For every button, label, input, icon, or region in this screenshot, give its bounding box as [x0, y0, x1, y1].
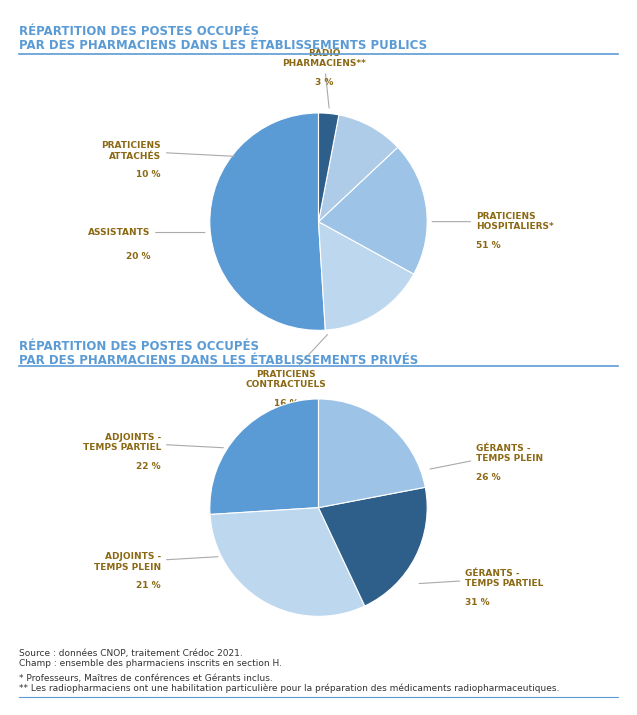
Text: ** Les radiopharmaciens ont une habilitation particulière pour la préparation de: ** Les radiopharmaciens ont une habilita…: [19, 684, 559, 693]
Wedge shape: [210, 508, 365, 616]
Text: 51 %: 51 %: [476, 241, 501, 250]
Text: * Professeurs, Maîtres de conférences et Gérants inclus.: * Professeurs, Maîtres de conférences et…: [19, 674, 273, 683]
Wedge shape: [210, 399, 318, 515]
Text: 22 %: 22 %: [136, 462, 161, 471]
Wedge shape: [318, 488, 427, 606]
Text: 31 %: 31 %: [465, 598, 490, 607]
Wedge shape: [318, 222, 414, 330]
Wedge shape: [210, 113, 326, 330]
Wedge shape: [318, 115, 397, 222]
Wedge shape: [318, 147, 427, 274]
Text: 20 %: 20 %: [125, 252, 150, 261]
Text: ASSISTANTS: ASSISTANTS: [88, 228, 205, 237]
Text: GÉRANTS -
TEMPS PLEIN: GÉRANTS - TEMPS PLEIN: [430, 443, 543, 469]
Text: RÉPARTITION DES POSTES OCCUPÉS: RÉPARTITION DES POSTES OCCUPÉS: [19, 25, 259, 38]
Text: 26 %: 26 %: [476, 473, 501, 482]
Text: PAR DES PHARMACIENS DANS LES ÉTABLISSEMENTS PRIVÉS: PAR DES PHARMACIENS DANS LES ÉTABLISSEME…: [19, 354, 419, 367]
Text: PAR DES PHARMACIENS DANS LES ÉTABLISSEMENTS PUBLICS: PAR DES PHARMACIENS DANS LES ÉTABLISSEME…: [19, 39, 427, 52]
Wedge shape: [318, 113, 339, 222]
Text: 16 %: 16 %: [273, 399, 298, 408]
Text: RÉPARTITION DES POSTES OCCUPÉS: RÉPARTITION DES POSTES OCCUPÉS: [19, 340, 259, 352]
Text: Source : données CNOP, traitement Crédoc 2021.: Source : données CNOP, traitement Crédoc…: [19, 649, 243, 659]
Text: PRATICIENS
CONTRACTUELS: PRATICIENS CONTRACTUELS: [245, 335, 327, 389]
Text: Champ : ensemble des pharmaciens inscrits en section H.: Champ : ensemble des pharmaciens inscrit…: [19, 659, 282, 669]
Text: 3 %: 3 %: [315, 78, 333, 87]
Wedge shape: [318, 399, 426, 508]
Text: 10 %: 10 %: [136, 170, 161, 179]
Text: PRATICIENS
ATTACHÉS: PRATICIENS ATTACHÉS: [101, 142, 234, 161]
Text: GÉRANTS -
TEMPS PARTIEL: GÉRANTS - TEMPS PARTIEL: [419, 568, 543, 588]
Text: ADJOINTS -
TEMPS PARTIEL: ADJOINTS - TEMPS PARTIEL: [83, 433, 224, 452]
Text: PRATICIENS
HOSPITALIERS*: PRATICIENS HOSPITALIERS*: [432, 212, 554, 232]
Text: 21 %: 21 %: [136, 581, 161, 591]
Text: ADJOINTS -
TEMPS PLEIN: ADJOINTS - TEMPS PLEIN: [94, 552, 218, 572]
Text: RADIO
PHARMACIENS**: RADIO PHARMACIENS**: [282, 49, 366, 108]
